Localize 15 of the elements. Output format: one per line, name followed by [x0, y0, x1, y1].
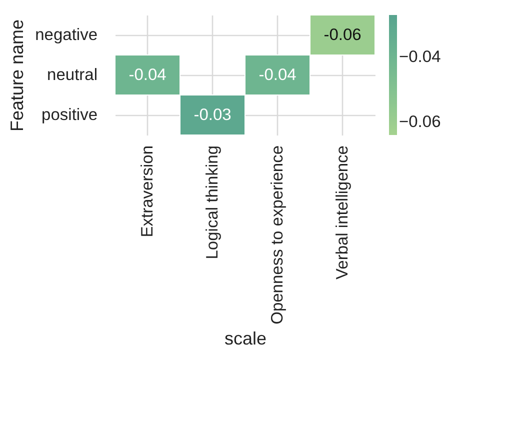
x-axis-title: scale — [224, 328, 267, 348]
x-tick-label: Openness to experience — [268, 146, 286, 324]
data-label: -0.06 — [324, 26, 362, 44]
data-label: -0.03 — [194, 106, 232, 124]
x-tick-label: Verbal intelligence — [334, 146, 352, 280]
y-tick-label: neutral — [47, 66, 98, 84]
color-bar-label: −0.06 — [399, 113, 441, 132]
data-label: -0.04 — [258, 66, 296, 84]
color-bar-label: −0.04 — [399, 48, 441, 66]
x-tick-label: Extraversion — [138, 146, 156, 238]
data-label: -0.04 — [128, 66, 166, 84]
y-axis-title: Feature name — [7, 19, 28, 132]
y-tick-label: positive — [42, 106, 98, 124]
x-tick-label: Logical thinking — [204, 146, 222, 260]
y-tick-label: negative — [35, 26, 98, 44]
